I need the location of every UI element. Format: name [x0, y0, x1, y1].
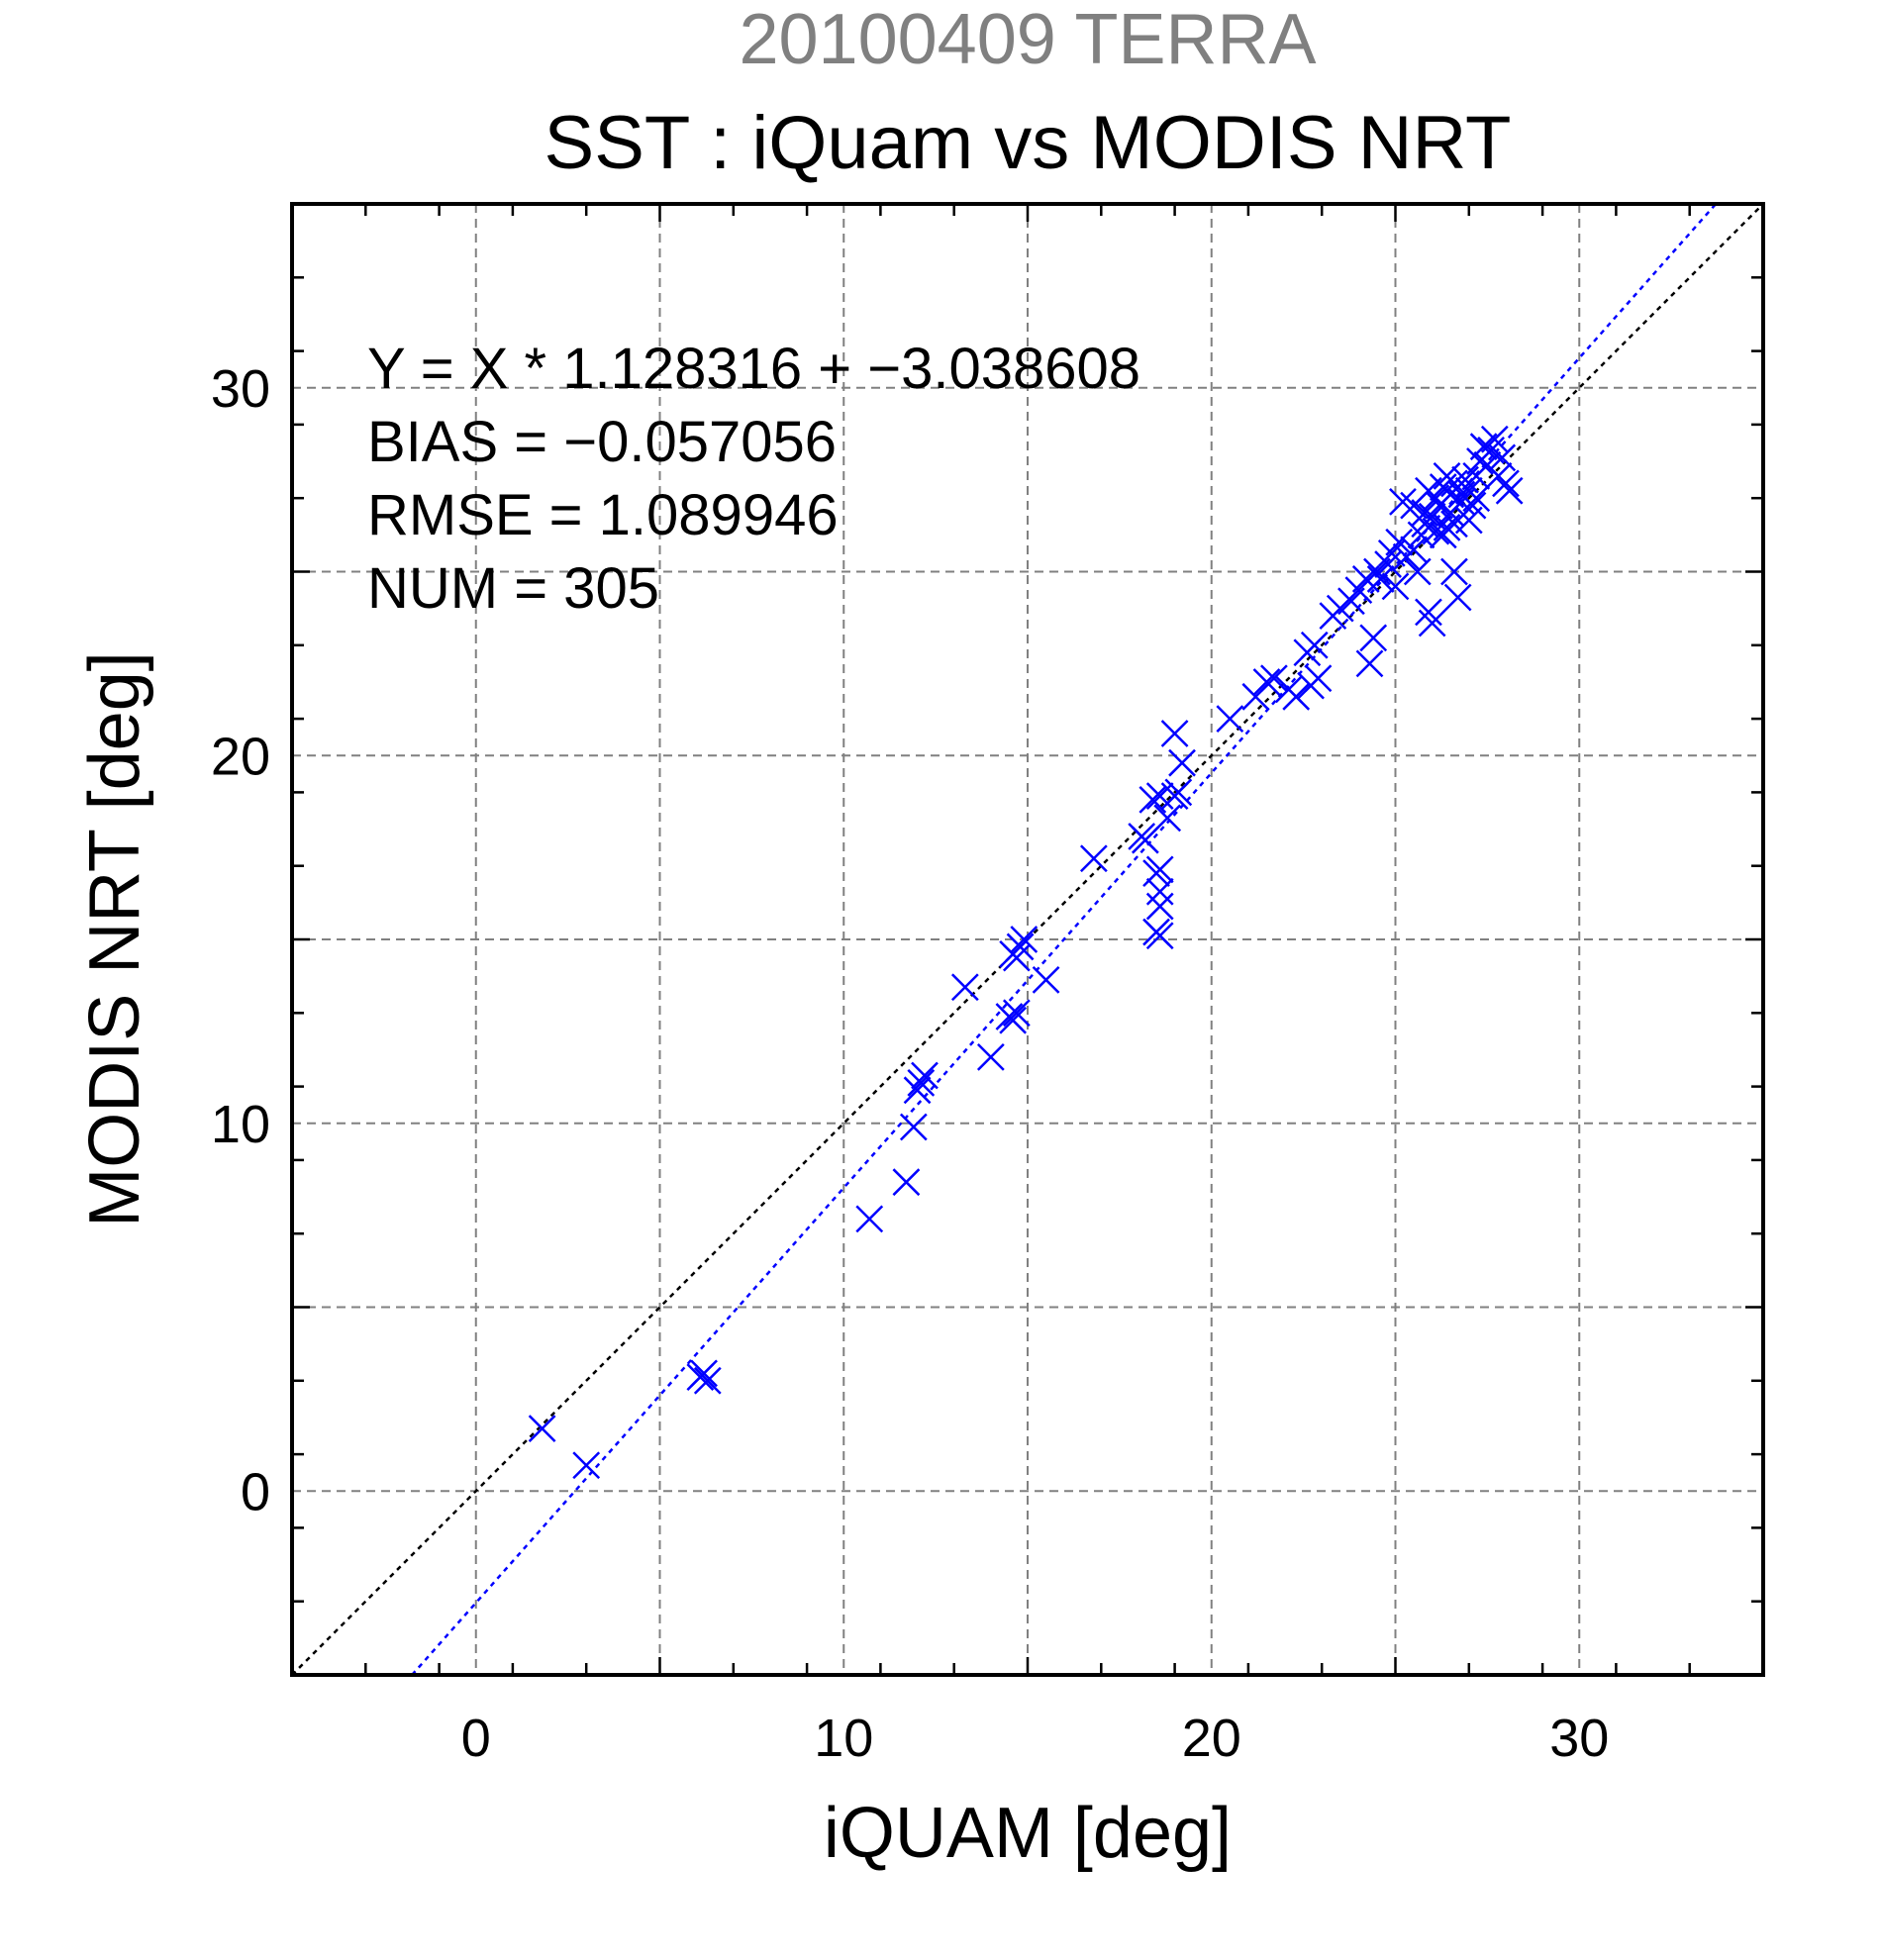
y-axis-label: MODIS NRT [deg]	[75, 651, 154, 1227]
data-point	[1282, 682, 1311, 711]
data-point	[999, 939, 1028, 968]
rmse-text: RMSE = 1.089946	[367, 483, 839, 547]
data-point	[1032, 965, 1060, 994]
data-point	[1168, 748, 1196, 777]
data-point	[1495, 476, 1524, 505]
bias-text: BIAS = −0.057056	[367, 410, 837, 474]
data-point	[1079, 844, 1108, 873]
data-point	[528, 1415, 556, 1442]
data-point	[1443, 583, 1472, 612]
data-point	[1216, 705, 1244, 733]
grid-lines	[292, 204, 1763, 1675]
plot-frame	[290, 202, 1765, 1677]
data-point	[1480, 425, 1509, 453]
data-point	[1138, 785, 1167, 814]
y-tick-label: 20	[211, 727, 270, 786]
stats-block: Y = X * 1.128316 + −3.038608 BIAS = −0.0…	[367, 337, 1140, 621]
x-tick-label: 30	[1549, 1709, 1609, 1768]
data-point	[903, 1076, 932, 1105]
data-point	[1374, 550, 1402, 578]
data-point	[1145, 922, 1174, 950]
data-point	[1359, 624, 1388, 652]
data-point	[1153, 804, 1182, 833]
data-point	[1381, 572, 1410, 601]
data-point	[1145, 855, 1174, 884]
data-point	[693, 1366, 722, 1395]
data-point	[1418, 609, 1446, 637]
data-point	[1131, 826, 1159, 854]
data-point	[1389, 488, 1417, 516]
regression-line	[411, 203, 1718, 1676]
data-point	[892, 1168, 921, 1197]
data-point	[1164, 778, 1193, 807]
data-point	[686, 1363, 715, 1391]
data-point	[1422, 517, 1450, 545]
data-points	[528, 425, 1524, 1480]
data-point	[572, 1451, 601, 1480]
x-axis-label: iQUAM [deg]	[824, 1794, 1232, 1873]
y-tick-label: 10	[211, 1095, 270, 1154]
data-point	[976, 1042, 1005, 1071]
data-point	[1415, 598, 1442, 627]
data-point	[1304, 664, 1333, 693]
data-point	[1385, 528, 1414, 556]
y-tick-label: 30	[211, 359, 270, 419]
data-point	[1355, 649, 1384, 678]
data-point	[1454, 506, 1483, 535]
data-point	[907, 1069, 936, 1097]
num-text: NUM = 305	[367, 556, 659, 621]
data-point	[1252, 668, 1281, 696]
data-point	[899, 1113, 928, 1141]
tick-labels: 0 10 20 30 0 10 20 30	[211, 359, 1609, 1768]
axis-ticks	[292, 204, 1763, 1675]
data-point	[1488, 443, 1517, 472]
x-tick-label: 10	[814, 1709, 873, 1768]
data-point	[1400, 536, 1428, 564]
data-point	[1160, 720, 1189, 747]
data-point	[855, 1205, 884, 1233]
data-point	[1433, 462, 1461, 490]
chart-title: SST : iQuam vs MODIS NRT	[544, 101, 1512, 185]
chart-subtitle: 20100409 TERRA	[739, 0, 1316, 79]
data-point	[1145, 877, 1174, 906]
data-point	[950, 973, 979, 1002]
data-point	[1300, 631, 1329, 659]
data-point	[1492, 469, 1520, 498]
data-point	[1462, 484, 1491, 513]
data-point	[1403, 557, 1432, 586]
x-tick-label: 0	[461, 1709, 491, 1768]
data-point	[1440, 557, 1468, 586]
data-point	[1260, 664, 1288, 693]
data-point	[1145, 782, 1174, 810]
data-point	[1010, 926, 1039, 953]
data-point	[911, 1061, 939, 1090]
regression-text: Y = X * 1.128316 + −3.038608	[367, 337, 1140, 401]
data-point	[1145, 892, 1174, 921]
y-tick-label: 0	[241, 1462, 270, 1521]
data-point	[1415, 476, 1442, 505]
x-tick-label: 20	[1182, 1709, 1241, 1768]
data-point	[1002, 999, 1031, 1028]
data-point	[1366, 565, 1395, 593]
data-point	[999, 1006, 1028, 1034]
